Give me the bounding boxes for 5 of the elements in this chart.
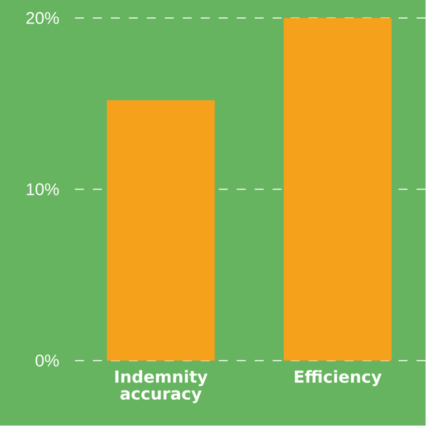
y-tick-label: 20% xyxy=(26,12,59,24)
x-tick-label: Efficiency xyxy=(294,370,382,386)
y-tick-label: 10% xyxy=(26,184,59,196)
y-tick-label: 0% xyxy=(36,354,59,367)
x-tick-label: Indemnity accuracy xyxy=(115,370,208,404)
